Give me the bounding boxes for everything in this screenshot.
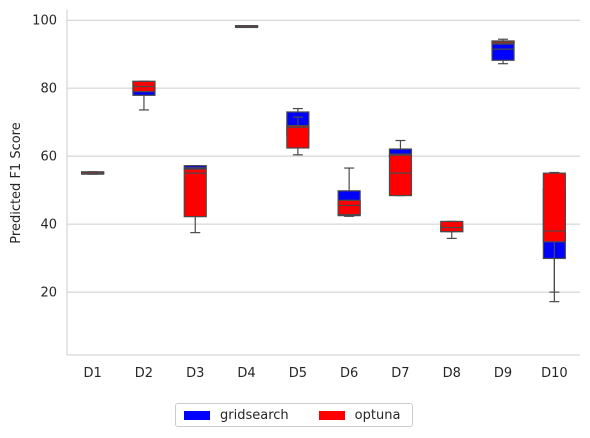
- y-tick-label-80: 80: [40, 82, 57, 97]
- y-tick-label-20: 20: [40, 286, 57, 301]
- legend-item-optuna: optuna: [318, 407, 401, 423]
- box-optuna-d5: [286, 124, 310, 149]
- y-tick-label-100: 100: [32, 14, 57, 29]
- box-optuna-d7: [388, 154, 413, 197]
- x-tick-label-d3: D3: [186, 366, 204, 381]
- x-tick-label-d6: D6: [340, 366, 358, 381]
- x-tick-label-d7: D7: [391, 366, 409, 381]
- box-optuna-d10: [542, 172, 566, 243]
- y-tick-label-60: 60: [40, 150, 57, 165]
- legend-label-optuna: optuna: [354, 407, 401, 423]
- box-optuna-d6: [337, 199, 361, 216]
- box-optuna-d3: [183, 168, 207, 218]
- box-optuna-d8: [440, 220, 464, 233]
- x-tick-label-d4: D4: [237, 366, 255, 381]
- y-axis-title: Predicted F1 Score: [9, 122, 24, 243]
- x-tick-label-d1: D1: [84, 366, 102, 381]
- x-tick-label-d2: D2: [135, 366, 153, 381]
- legend-item-gridsearch: gridsearch: [184, 408, 289, 423]
- boxes-layer: [81, 25, 566, 303]
- x-tick-label-d9: D9: [494, 366, 512, 381]
- x-tick-label-d5: D5: [289, 366, 307, 381]
- y-tick-label-40: 40: [40, 218, 57, 233]
- x-tick-label-d10: D10: [541, 366, 568, 381]
- legend-swatch-optuna: [318, 410, 345, 420]
- legend-swatch-gridsearch: [184, 410, 210, 420]
- legend: gridsearch optuna: [175, 403, 413, 427]
- x-tick-label-d8: D8: [443, 366, 461, 381]
- axes-layer: 20 40 60 80 100 D1 D2 D3 D4 D5 D6 D7 D8 D9 D10: [32, 10, 580, 381]
- legend-label-gridsearch: gridsearch: [220, 407, 289, 423]
